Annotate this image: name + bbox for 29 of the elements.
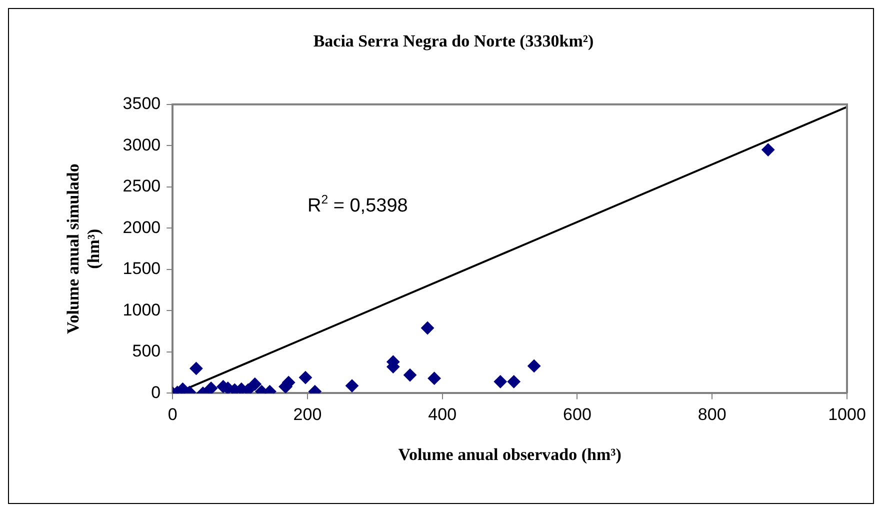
x-tick-label: 1000: [828, 405, 866, 424]
chart-title: Bacia Serra Negra do Norte (3330km²): [313, 32, 594, 51]
point: [494, 375, 507, 388]
y-tick-label: 1000: [122, 300, 161, 320]
point: [528, 359, 541, 372]
x-tick-label: 200: [293, 405, 322, 424]
y-tick-label: 2500: [122, 176, 161, 196]
x-tick-label: 600: [563, 405, 592, 424]
y-axis-title: Volume anual simulado (hm³): [64, 164, 103, 334]
y-tick-label: 2000: [122, 218, 161, 237]
point: [404, 368, 416, 382]
point: [762, 143, 775, 156]
point: [428, 372, 441, 385]
point: [298, 371, 312, 384]
x-tick-label: 400: [428, 405, 457, 424]
point: [507, 375, 520, 388]
x-axis-title: Volume anual observado (hm³): [398, 445, 622, 464]
x-tick-label: 0: [168, 405, 178, 424]
y-tick-label: 1500: [122, 259, 161, 278]
y-tick-label: 3500: [122, 94, 161, 114]
y-tick-label: 500: [132, 342, 161, 361]
x-tick-label: 800: [698, 405, 726, 424]
y-tick-label: 3000: [122, 135, 161, 154]
point: [248, 378, 262, 391]
point: [346, 379, 359, 392]
point: [421, 322, 434, 335]
point: [190, 362, 203, 375]
y-tick-label: 0: [151, 382, 161, 402]
point: [204, 382, 218, 394]
